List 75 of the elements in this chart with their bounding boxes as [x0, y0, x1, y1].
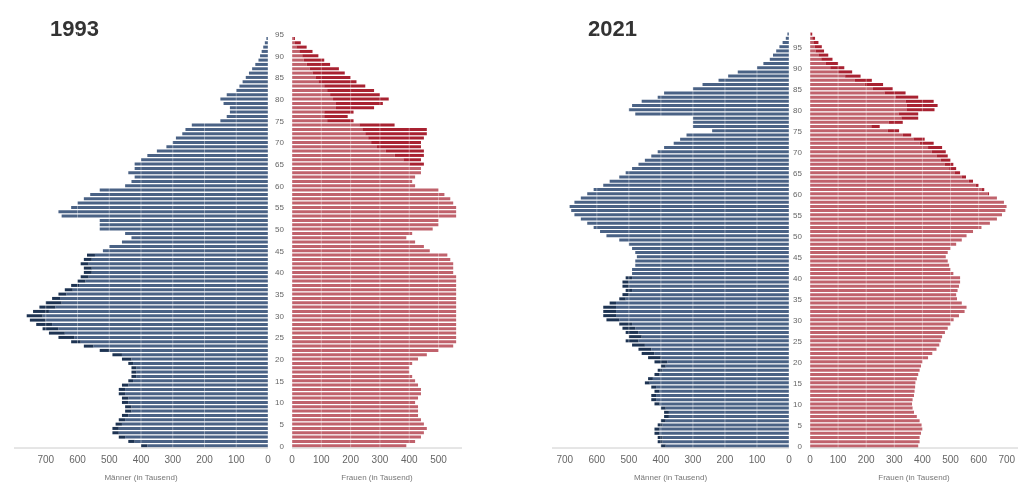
- chart-title: 2021: [588, 16, 637, 42]
- y-tick-label: 30: [275, 311, 285, 321]
- x-tick-label: 600: [588, 454, 606, 466]
- x-tick-label: 400: [652, 454, 670, 466]
- y-tick-label: 50: [275, 225, 285, 235]
- x-tick-label: 500: [430, 454, 448, 466]
- x-tick-label: 200: [857, 454, 875, 466]
- x-tick-label: 0: [807, 454, 814, 466]
- y-tick-label: 75: [275, 116, 285, 126]
- y-tick-label: 85: [275, 73, 285, 83]
- y-tick-label: 70: [793, 147, 803, 157]
- y-tick-label: 10: [275, 398, 285, 408]
- y-tick-label: 60: [275, 181, 285, 191]
- x-tick-label: 700: [998, 454, 1016, 466]
- x-tick-label: 600: [69, 454, 87, 466]
- y-tick-label: 70: [275, 138, 285, 148]
- x-tick-label: 200: [716, 454, 734, 466]
- y-tick-label: 30: [793, 315, 803, 325]
- y-tick-label: 5: [797, 420, 803, 430]
- x-tick-label: 700: [556, 454, 574, 466]
- x-tick-label: 0: [265, 454, 272, 466]
- y-tick-label: 0: [279, 441, 285, 451]
- x-axis-title: Frauen (in Tausend): [341, 473, 414, 482]
- y-tick-label: 35: [275, 290, 285, 300]
- y-tick-label: 75: [793, 126, 803, 136]
- y-tick-label: 45: [275, 246, 285, 256]
- y-tick-label: 50: [793, 231, 803, 241]
- y-tick-label: 5: [279, 420, 285, 430]
- y-tick-label: 80: [793, 105, 803, 115]
- x-tick-label: 100: [748, 454, 766, 466]
- x-axis-title: Männer (in Tausend): [104, 473, 178, 482]
- y-tick-label: 55: [793, 210, 803, 220]
- x-tick-label: 700: [37, 454, 55, 466]
- y-tick-label: 45: [793, 252, 803, 262]
- x-tick-label: 400: [132, 454, 150, 466]
- x-axis-title: Frauen (in Tausend): [878, 473, 951, 482]
- y-tick-label: 90: [793, 63, 803, 73]
- x-tick-label: 200: [342, 454, 360, 466]
- x-tick-label: 400: [400, 454, 419, 466]
- y-tick-label: 80: [275, 95, 285, 105]
- y-tick-label: 35: [793, 294, 803, 304]
- y-tick-label: 20: [793, 357, 803, 367]
- x-tick-label: 600: [970, 454, 988, 466]
- x-tick-label: 400: [914, 454, 932, 466]
- x-axis-title: Männer (in Tausend): [633, 473, 708, 482]
- y-tick-label: 65: [793, 168, 803, 178]
- y-tick-label: 15: [793, 378, 803, 388]
- x-tick-label: 100: [312, 454, 331, 466]
- x-tick-label: 0: [289, 454, 296, 466]
- x-tick-label: 300: [371, 454, 389, 466]
- y-tick-label: 65: [275, 160, 285, 170]
- y-tick-label: 60: [793, 189, 803, 199]
- x-tick-label: 300: [684, 454, 702, 466]
- y-tick-label: 40: [275, 268, 285, 278]
- y-tick-label: 95: [793, 42, 803, 52]
- y-tick-label: 20: [275, 355, 285, 365]
- y-tick-label: 55: [275, 203, 285, 213]
- x-tick-label: 300: [885, 454, 904, 466]
- y-tick-label: 85: [793, 84, 803, 94]
- y-tick-label: 95: [275, 30, 285, 40]
- y-tick-label: 90: [275, 51, 285, 61]
- y-tick-label: 40: [793, 273, 803, 283]
- y-tick-label: 25: [793, 336, 803, 346]
- x-tick-label: 500: [942, 454, 960, 466]
- x-tick-label: 200: [196, 454, 214, 466]
- y-tick-label: 0: [797, 441, 803, 451]
- y-tick-label: 15: [275, 376, 285, 386]
- x-tick-label: 300: [164, 454, 182, 466]
- y-tick-label: 25: [275, 333, 285, 343]
- y-tick-label: 10: [793, 399, 803, 409]
- chart-title: 1993: [50, 16, 99, 42]
- x-tick-label: 100: [829, 454, 847, 466]
- x-tick-label: 100: [227, 454, 246, 466]
- x-tick-label: 500: [100, 454, 119, 466]
- x-tick-label: 500: [620, 454, 638, 466]
